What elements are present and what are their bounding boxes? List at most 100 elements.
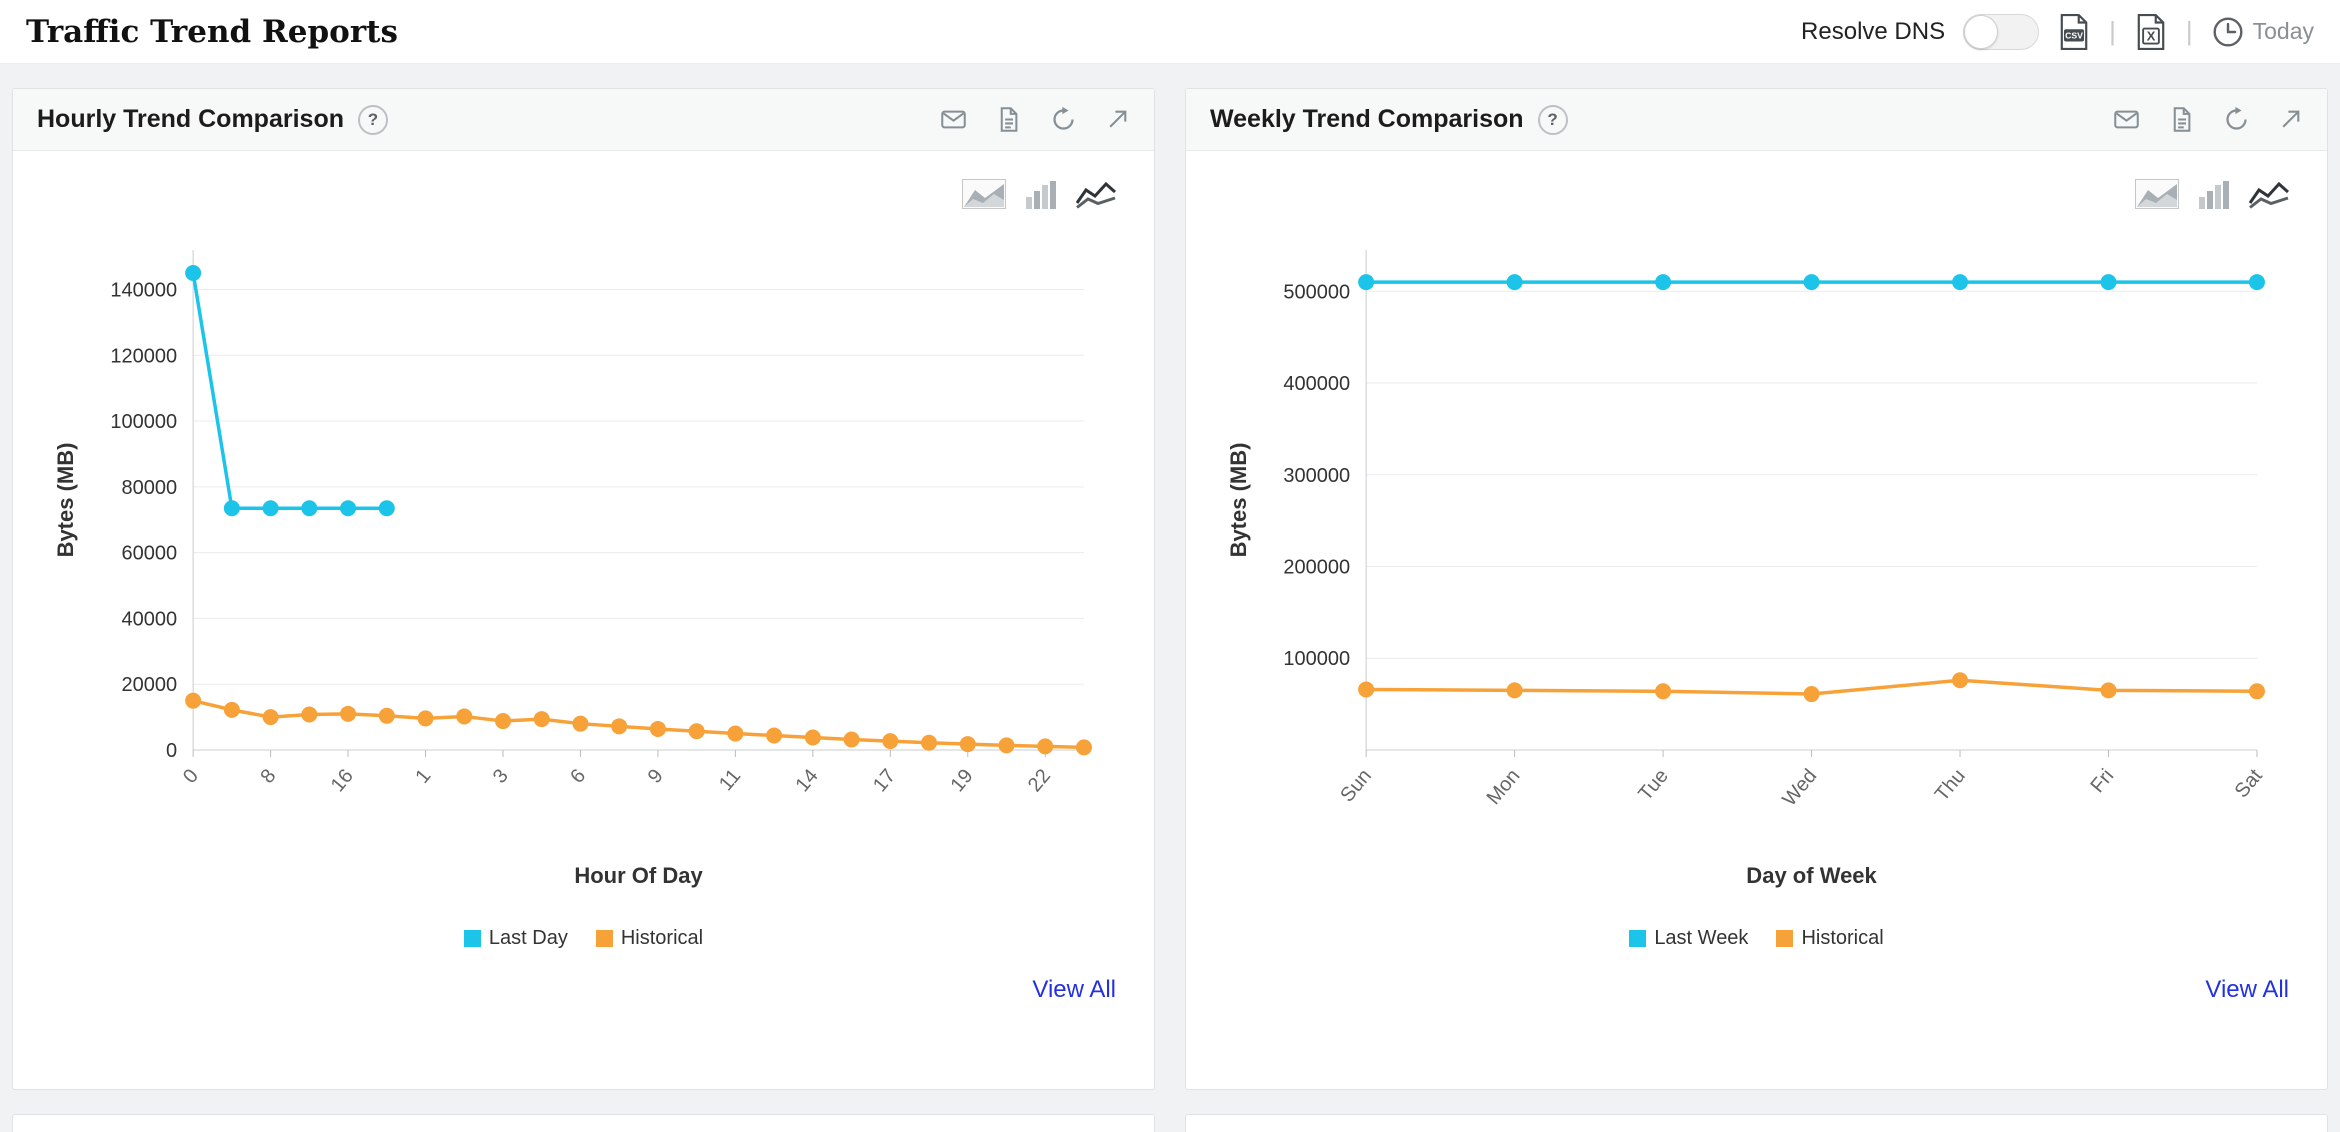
svg-text:20000: 20000 xyxy=(121,674,177,696)
svg-text:Tue: Tue xyxy=(1634,765,1673,805)
svg-text:CSV: CSV xyxy=(2065,30,2083,40)
legend-item[interactable]: Historical xyxy=(595,927,703,950)
panel-row: Hourly Trend Comparison ? xyxy=(12,88,2328,1090)
svg-text:100000: 100000 xyxy=(110,411,177,433)
csv-export-icon[interactable]: CSV xyxy=(2057,13,2091,51)
help-icon[interactable]: ? xyxy=(1537,104,1568,135)
time-period-label: Today xyxy=(2252,18,2314,44)
hourly-trend-chart: 0 20000 40000 60000 80000 100000 120000 140000 0… xyxy=(53,250,1092,888)
panel-actions xyxy=(2113,106,2303,133)
weekly-trend-chart: 100000 200000 300000 400000 500000 Sun Mon Tue W… xyxy=(1226,250,2267,888)
refresh-icon[interactable] xyxy=(1050,106,1077,133)
svg-text:400000: 400000 xyxy=(1283,373,1350,395)
svg-text:Bytes (MB): Bytes (MB) xyxy=(1226,443,1251,558)
bar-chart-type-icon[interactable] xyxy=(2197,179,2231,209)
svg-text:140000: 140000 xyxy=(110,279,177,301)
svg-text:17: 17 xyxy=(869,765,900,796)
svg-text:500000: 500000 xyxy=(1283,281,1350,303)
svg-text:Wed: Wed xyxy=(1778,765,1821,810)
svg-text:3: 3 xyxy=(489,765,513,788)
svg-text:200000: 200000 xyxy=(1283,557,1350,579)
email-report-icon[interactable] xyxy=(940,106,967,133)
view-all-link[interactable]: View All xyxy=(1032,976,1116,1003)
chart-type-toolbar xyxy=(43,175,1116,209)
hourly-trend-panel: Hourly Trend Comparison ? xyxy=(12,88,1155,1090)
area-chart-type-icon[interactable] xyxy=(2135,179,2179,209)
svg-text:X: X xyxy=(2147,28,2156,43)
legend-item[interactable]: Last Week xyxy=(1629,927,1748,950)
header-separator: | xyxy=(2109,16,2116,46)
svg-text:Fri: Fri xyxy=(2086,765,2118,797)
expand-icon[interactable] xyxy=(1105,107,1130,132)
panel-title: Hourly Trend Comparison xyxy=(37,105,344,133)
area-chart-type-icon[interactable] xyxy=(962,179,1006,209)
weekly-panel-header: Weekly Trend Comparison ? xyxy=(1186,89,2327,151)
pdf-export-icon[interactable] xyxy=(2168,106,2195,133)
line-chart-type-icon-selected[interactable] xyxy=(2249,181,2289,209)
pdf-export-icon[interactable] xyxy=(995,106,1022,133)
svg-text:60000: 60000 xyxy=(121,543,177,565)
weekly-legend: Last Week Historical xyxy=(1216,927,2297,950)
help-icon[interactable]: ? xyxy=(357,104,388,135)
svg-text:8: 8 xyxy=(256,765,280,788)
email-report-icon[interactable] xyxy=(2113,106,2140,133)
dashboard-content: Hourly Trend Comparison ? xyxy=(0,64,2340,1132)
svg-text:Day of Week: Day of Week xyxy=(1746,863,1877,888)
next-panel-stub xyxy=(1185,1114,2328,1132)
svg-text:Sun: Sun xyxy=(1336,765,1376,806)
svg-text:Bytes (MB): Bytes (MB) xyxy=(53,443,78,558)
line-chart-type-icon-selected[interactable] xyxy=(1076,181,1116,209)
svg-text:14: 14 xyxy=(792,765,823,796)
svg-text:6: 6 xyxy=(566,765,590,788)
legend-swatch xyxy=(1776,930,1794,947)
svg-text:Mon: Mon xyxy=(1483,765,1525,809)
svg-text:0: 0 xyxy=(179,765,203,788)
next-panel-stub xyxy=(12,1114,1155,1132)
panel-actions xyxy=(940,106,1130,133)
next-panel-row xyxy=(12,1114,2328,1132)
view-all-link[interactable]: View All xyxy=(2205,976,2289,1003)
svg-text:1: 1 xyxy=(411,765,435,788)
header-separator: | xyxy=(2185,16,2193,46)
svg-text:Hour Of Day: Hour Of Day xyxy=(574,863,703,888)
resolve-dns-label: Resolve DNS xyxy=(1801,17,1946,45)
bar-chart-type-icon[interactable] xyxy=(1024,179,1058,209)
hourly-panel-body: 0 20000 40000 60000 80000 100000 120000 140000 0… xyxy=(13,151,1154,1089)
svg-text:9: 9 xyxy=(644,765,668,788)
excel-export-icon[interactable]: X xyxy=(2134,13,2168,51)
expand-icon[interactable] xyxy=(2278,107,2303,132)
svg-text:120000: 120000 xyxy=(110,345,177,367)
panel-title: Weekly Trend Comparison xyxy=(1210,105,1524,133)
page-title: Traffic Trend Reports xyxy=(26,13,398,50)
legend-item[interactable]: Historical xyxy=(1776,927,1884,950)
svg-text:100000: 100000 xyxy=(1283,648,1350,670)
svg-text:19: 19 xyxy=(946,765,977,796)
legend-swatch xyxy=(1629,930,1647,947)
legend-item[interactable]: Last Day xyxy=(463,927,568,950)
svg-text:22: 22 xyxy=(1024,765,1055,796)
svg-text:Thu: Thu xyxy=(1931,765,1970,806)
legend-swatch xyxy=(463,930,481,947)
svg-text:11: 11 xyxy=(715,765,745,795)
hourly-panel-header: Hourly Trend Comparison ? xyxy=(13,89,1154,151)
hourly-legend: Last Day Historical xyxy=(43,927,1124,950)
svg-text:Sat: Sat xyxy=(2231,765,2267,802)
refresh-icon[interactable] xyxy=(2223,106,2250,133)
legend-swatch xyxy=(595,930,613,947)
svg-text:40000: 40000 xyxy=(121,608,177,630)
svg-text:300000: 300000 xyxy=(1283,465,1350,487)
chart-type-toolbar xyxy=(1216,175,2289,209)
svg-text:16: 16 xyxy=(327,765,358,796)
time-period-selector[interactable]: Today xyxy=(2211,15,2314,49)
page-header: Traffic Trend Reports Resolve DNS CSV | … xyxy=(0,0,2340,64)
resolve-dns-toggle[interactable] xyxy=(1963,13,2040,50)
view-all-wrap: View All xyxy=(43,976,1124,1004)
svg-text:80000: 80000 xyxy=(121,477,177,499)
toggle-knob xyxy=(1964,14,1999,49)
clock-icon xyxy=(2211,15,2245,49)
svg-text:0: 0 xyxy=(166,740,177,762)
weekly-trend-panel: Weekly Trend Comparison ? xyxy=(1185,88,2328,1090)
header-controls: Resolve DNS CSV | X | xyxy=(1801,13,2314,51)
view-all-wrap: View All xyxy=(1216,976,2297,1004)
weekly-panel-body: 100000 200000 300000 400000 500000 Sun Mon Tue W… xyxy=(1186,151,2327,1089)
